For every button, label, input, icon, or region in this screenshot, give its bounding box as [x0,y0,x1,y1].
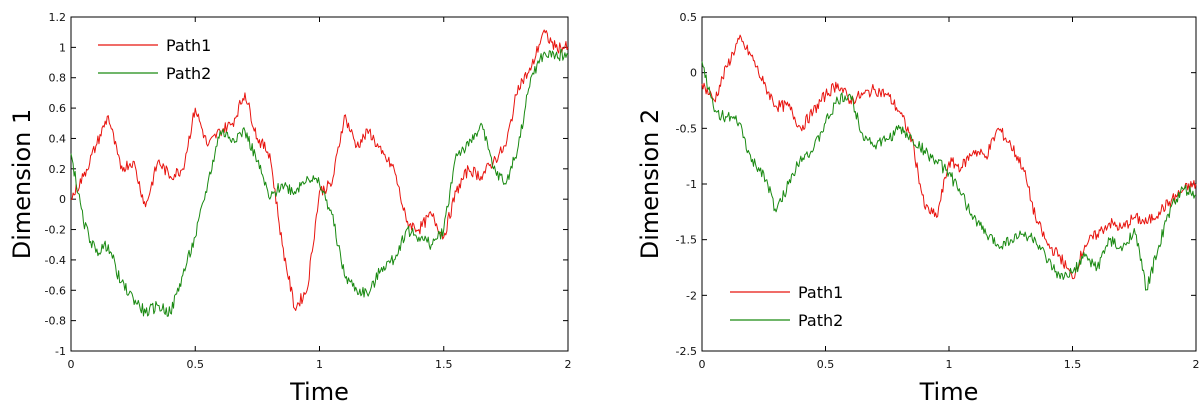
y-tick-label: 0.6 [49,102,67,115]
x-axis-label: Time [289,378,349,406]
y-tick-label: -0.5 [676,122,697,135]
x-tick-label: 0.5 [817,358,835,371]
y-axis-label: Dimension 2 [636,109,664,259]
x-tick-label: 1 [946,358,953,371]
legend-label-path1: Path1 [166,36,211,55]
series-line-path2 [701,61,1197,291]
x-tick-label: 0 [699,358,706,371]
y-tick-label: -2 [686,289,697,302]
series-line-path1 [70,29,569,311]
legend-label-path2: Path2 [798,311,843,330]
y-tick-label: -1 [55,345,66,358]
y-tick-label: 1 [59,41,66,54]
y-tick-label: 0 [690,67,697,80]
x-tick-label: 0.5 [187,358,205,371]
x-tick-label: 1 [316,358,323,371]
x-axis-label: Time [919,378,979,406]
y-tick-label: -0.4 [45,254,66,267]
y-tick-label: 0 [59,193,66,206]
y-tick-label: -1 [686,178,697,191]
series-line-path2 [70,49,569,317]
y-tick-label: 0.2 [49,163,67,176]
plot-frame [701,16,1197,352]
chart-panel-2: 0 0.5 1 1.5 2 -2.5 -2 -1.5 -1 -0.5 0 0.5 Time Dimensi… [636,11,1200,406]
x-tick-label: 1.5 [435,358,453,371]
x-tick-label: 1.5 [1064,358,1082,371]
y-axis-label: Dimension 1 [8,109,36,259]
x-tick-label: 2 [565,358,572,371]
legend-label-path1: Path1 [798,283,843,302]
y-tick-label: -0.6 [45,284,66,297]
legend-label-path2: Path2 [166,64,211,83]
x-tick-label: 2 [1193,358,1200,371]
y-tick-label: -0.2 [45,224,66,237]
y-tick-label: 1.2 [49,11,67,24]
series-line-path1 [701,34,1197,280]
y-tick-label: -2.5 [676,345,697,358]
chart-panel-1: 0 0.5 1 1.5 2 -1 -0.8 -0.6 -0.4 -0.2 0 0.2 0.4 0.6 0.8… [8,11,572,406]
x-tick-label: 0 [68,358,75,371]
y-tick-label: 0.4 [49,132,67,145]
y-tick-label: -1.5 [676,234,697,247]
y-tick-label: 0.8 [49,72,67,85]
y-tick-label: 0.5 [680,11,698,24]
y-tick-label: -0.8 [45,315,66,328]
